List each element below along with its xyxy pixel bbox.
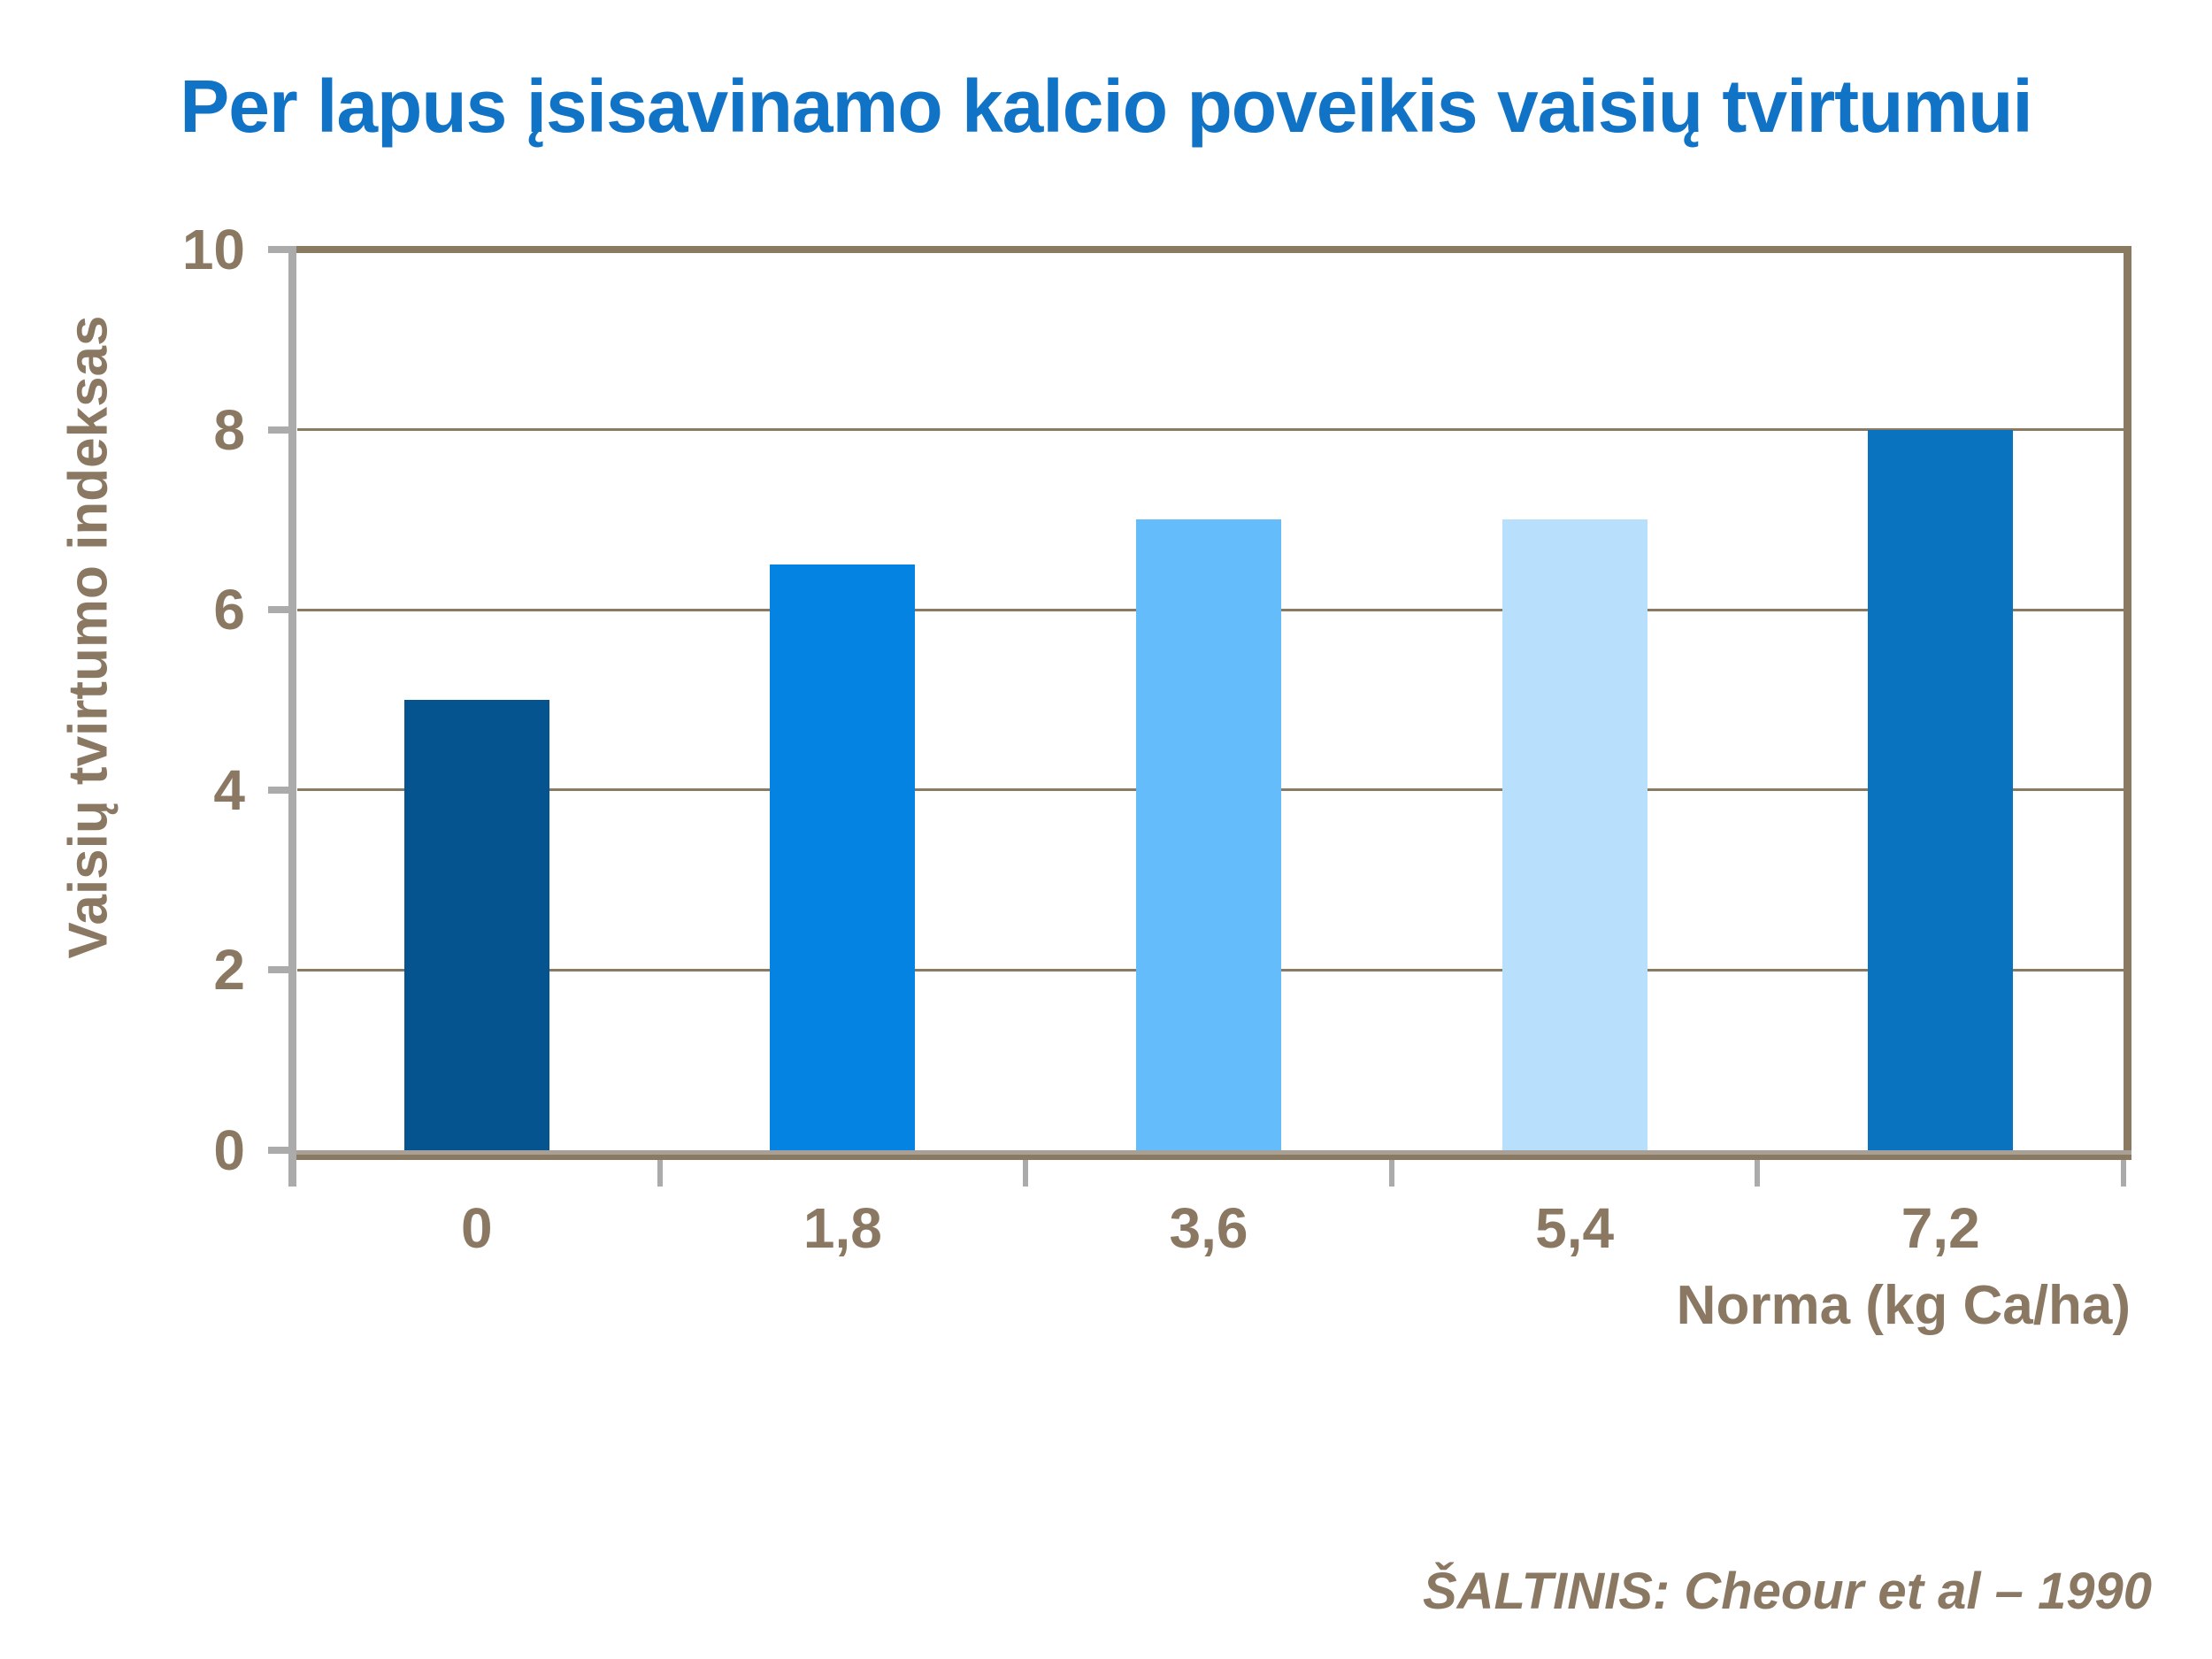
y-tick-mark-4 bbox=[268, 786, 293, 794]
source-citation: ŠALTINIS: Cheour et al – 1990 bbox=[1422, 1563, 2152, 1620]
y-tick-label-2: 2 bbox=[213, 938, 245, 1002]
bar-4 bbox=[1868, 429, 2014, 1150]
y-tick-label-8: 8 bbox=[213, 397, 245, 462]
x-tick-label-2: 3,6 bbox=[1169, 1196, 1248, 1260]
y-tick-mark-10 bbox=[268, 246, 293, 253]
gridline-y8 bbox=[297, 428, 2124, 432]
plot-area bbox=[294, 250, 2124, 1150]
y-tick-mark-6 bbox=[268, 606, 293, 614]
x-axis-line-highlight bbox=[294, 1150, 2131, 1155]
x-tick-label-4: 7,2 bbox=[1901, 1196, 1980, 1260]
x-axis-title: Norma (kg Ca/ha) bbox=[1676, 1275, 2131, 1336]
plot-border-right bbox=[2124, 246, 2131, 1160]
y-tick-mark-2 bbox=[268, 966, 293, 974]
y-tick-mark-0 bbox=[268, 1147, 293, 1154]
x-tick-mark-0 bbox=[291, 1160, 296, 1187]
bar-3 bbox=[1502, 519, 1647, 1150]
bar-1 bbox=[770, 565, 916, 1150]
y-tick-label-6: 6 bbox=[213, 578, 245, 642]
y-axis-line bbox=[288, 246, 296, 1187]
y-tick-label-4: 4 bbox=[213, 757, 245, 822]
bar-0 bbox=[403, 700, 549, 1150]
plot-border-top bbox=[294, 246, 2131, 253]
y-tick-label-0: 0 bbox=[213, 1118, 245, 1182]
x-tick-mark-2 bbox=[1023, 1160, 1029, 1187]
x-tick-label-0: 0 bbox=[461, 1196, 493, 1260]
x-tick-mark-1 bbox=[657, 1160, 663, 1187]
x-axis-line bbox=[294, 1155, 2131, 1160]
bar-2 bbox=[1136, 519, 1281, 1150]
y-tick-mark-8 bbox=[268, 426, 293, 434]
x-tick-mark-3 bbox=[1388, 1160, 1394, 1187]
chart-title: Per lapus įsisavinamo kalcio poveikis va… bbox=[180, 65, 2033, 148]
y-tick-label-10: 10 bbox=[181, 218, 245, 281]
x-tick-label-3: 5,4 bbox=[1535, 1196, 1615, 1260]
x-tick-mark-5 bbox=[2121, 1160, 2126, 1187]
x-tick-label-1: 1,8 bbox=[803, 1196, 882, 1260]
x-tick-mark-4 bbox=[1755, 1160, 1761, 1187]
